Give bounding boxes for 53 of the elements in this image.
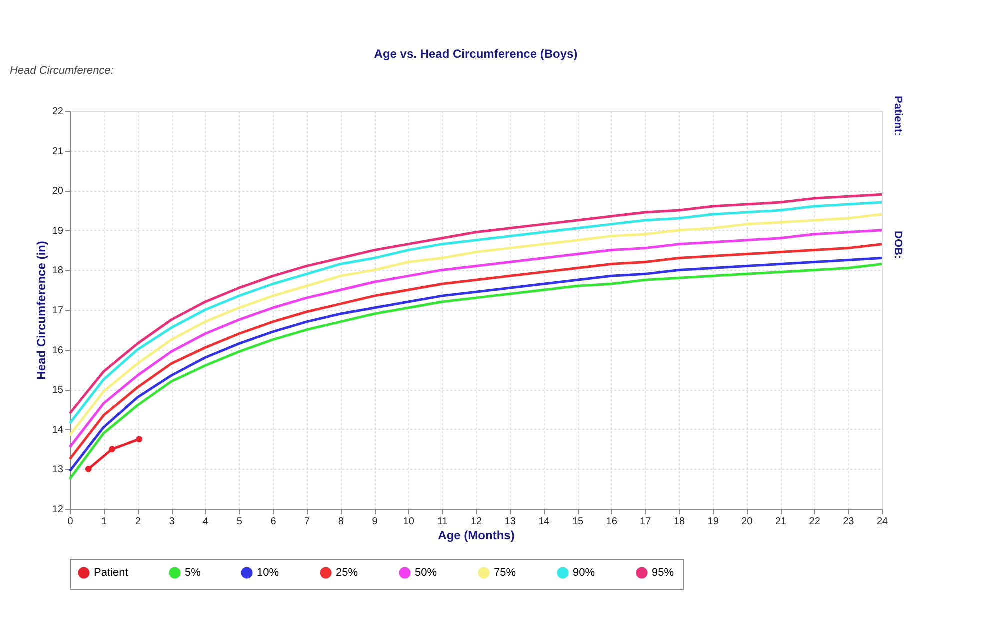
x-tick-label: 2 (135, 516, 142, 528)
x-tick-label: 13 (504, 516, 516, 528)
point (109, 446, 116, 452)
x-tick-label: 8 (338, 516, 344, 528)
x-tick-label: 20 (742, 516, 754, 528)
legend-label: Patient (94, 567, 128, 579)
text: DOB: (892, 231, 904, 260)
y-tick-label: 22 (52, 106, 64, 118)
text: Patient: (892, 96, 904, 136)
x-tick-label: 0 (68, 516, 74, 528)
y-tick-label: 20 (52, 186, 64, 198)
x-tick-label: 15 (572, 516, 584, 528)
y-tick-label: 21 (52, 146, 64, 158)
text: Head Circumference: (10, 65, 114, 77)
y-tick-label: 16 (52, 345, 64, 356)
x-tick-label: 10 (403, 516, 415, 528)
x-tick-label: 16 (606, 516, 618, 528)
legend-label: 75% (494, 567, 516, 579)
y-tick-label: 18 (52, 266, 64, 277)
x-axis-title: Age (Months) (438, 528, 515, 542)
x-tick-label: 12 (470, 516, 482, 528)
x-tick-label: 1 (102, 516, 108, 528)
x-tick-label: 23 (843, 516, 855, 528)
legend-label: 50% (415, 567, 438, 579)
x-tick-label: 17 (640, 516, 652, 528)
legend-label: 90% (573, 567, 596, 579)
chart-title: Age vs. Head Circumference (Boys) (374, 47, 578, 61)
x-tick-label: 6 (270, 516, 277, 528)
point (85, 466, 92, 472)
x-tick-label: 18 (674, 516, 686, 528)
y-tick-label: 17 (52, 306, 64, 316)
y-tick-label: 14 (52, 424, 64, 436)
legend-label: 95% (652, 567, 674, 579)
x-tick-label: 5 (236, 516, 243, 528)
legend-label: 25% (336, 567, 358, 579)
x-tick-label: 3 (169, 516, 176, 528)
point (136, 436, 143, 443)
x-tick-label: 7 (304, 516, 311, 528)
y-tick-label: 19 (52, 226, 64, 237)
legend-label: 5% (185, 567, 202, 579)
legend-label: 10% (257, 567, 280, 579)
x-tick-label: 21 (775, 516, 787, 528)
x-tick-label: 24 (876, 516, 888, 528)
x-tick-label: 19 (708, 516, 720, 528)
y-axis-title: Head Circumference (in) (34, 241, 48, 380)
y-tick-label: 15 (52, 385, 64, 396)
x-tick-label: 9 (372, 516, 378, 528)
y-tick-label: 12 (52, 504, 64, 516)
x-tick-label: 22 (809, 516, 821, 528)
y-tick-label: 13 (52, 464, 64, 476)
x-tick-label: 14 (538, 516, 550, 528)
x-tick-label: 11 (437, 516, 448, 528)
x-tick-label: 4 (203, 516, 210, 528)
